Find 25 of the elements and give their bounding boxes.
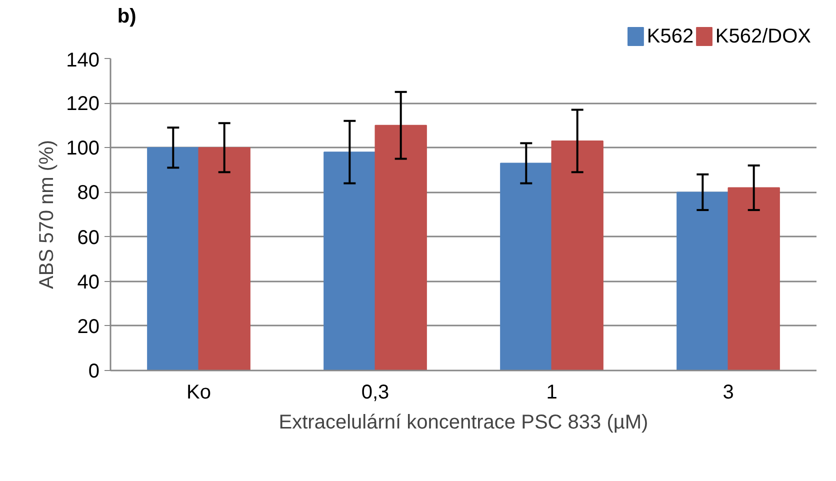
y-tick-label: 40 bbox=[77, 271, 100, 294]
y-tick-label: 60 bbox=[77, 226, 100, 249]
y-tick-label: 100 bbox=[66, 138, 100, 160]
bar bbox=[500, 162, 552, 370]
bar bbox=[676, 192, 729, 370]
x-axis-title: Extracelulární koncentrace PSC 833 (µM) bbox=[278, 412, 648, 434]
bar bbox=[324, 152, 376, 370]
y-axis-title: ABS 570 nm (%) bbox=[36, 140, 58, 289]
text: b) bbox=[117, 6, 136, 28]
y-tick-label: 20 bbox=[77, 316, 100, 338]
x-tick-label: 3 bbox=[722, 382, 734, 404]
x-tick-label: Ko bbox=[186, 382, 211, 404]
legend-label: K562 bbox=[646, 26, 694, 48]
bar bbox=[374, 124, 427, 370]
y-tick-label: 140 bbox=[66, 50, 100, 72]
x-tick-label: 1 bbox=[546, 382, 558, 404]
bar bbox=[728, 187, 780, 370]
bar bbox=[551, 140, 604, 370]
bar bbox=[198, 147, 250, 370]
bar bbox=[147, 147, 200, 370]
x-tick-label: 0,3 bbox=[361, 382, 390, 404]
y-tick-label: 80 bbox=[77, 182, 100, 204]
y-tick-label: 0 bbox=[88, 360, 100, 382]
legend-label: K562/DOX bbox=[715, 26, 812, 48]
y-tick-label: 120 bbox=[66, 93, 100, 116]
